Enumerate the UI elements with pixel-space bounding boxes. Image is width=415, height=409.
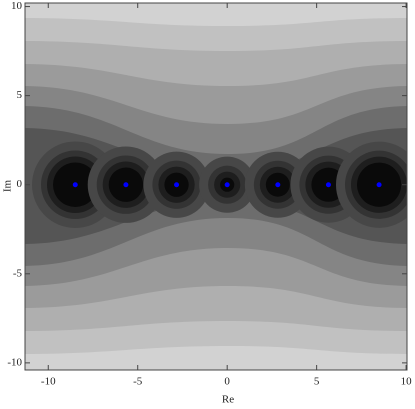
point: [376, 182, 382, 188]
point: [72, 182, 78, 188]
y-tick-label: -5: [13, 267, 23, 279]
point: [325, 182, 331, 188]
y-tick-label: 10: [11, 0, 23, 12]
x-tick-label: -10: [41, 376, 56, 388]
plot-frame: [24, 2, 408, 371]
x-tick-label: 10: [401, 376, 413, 388]
plot-marks: -10 -5 0 5 10 -10 -5 0 5 10: [7, 0, 412, 387]
x-tick-label: 5: [314, 376, 320, 388]
x-tick-label: -5: [133, 376, 143, 388]
y-axis-label: Im: [2, 179, 14, 192]
point: [275, 182, 281, 188]
x-tick-label: 0: [224, 376, 230, 388]
y-tick-label: -10: [7, 356, 22, 368]
y-tick-label: 0: [17, 178, 23, 190]
point: [174, 182, 180, 188]
contour-field: [25, 3, 407, 370]
point: [224, 182, 230, 188]
x-axis-label: Re: [222, 394, 234, 406]
y-tick-label: 5: [17, 89, 23, 101]
point: [123, 182, 129, 188]
